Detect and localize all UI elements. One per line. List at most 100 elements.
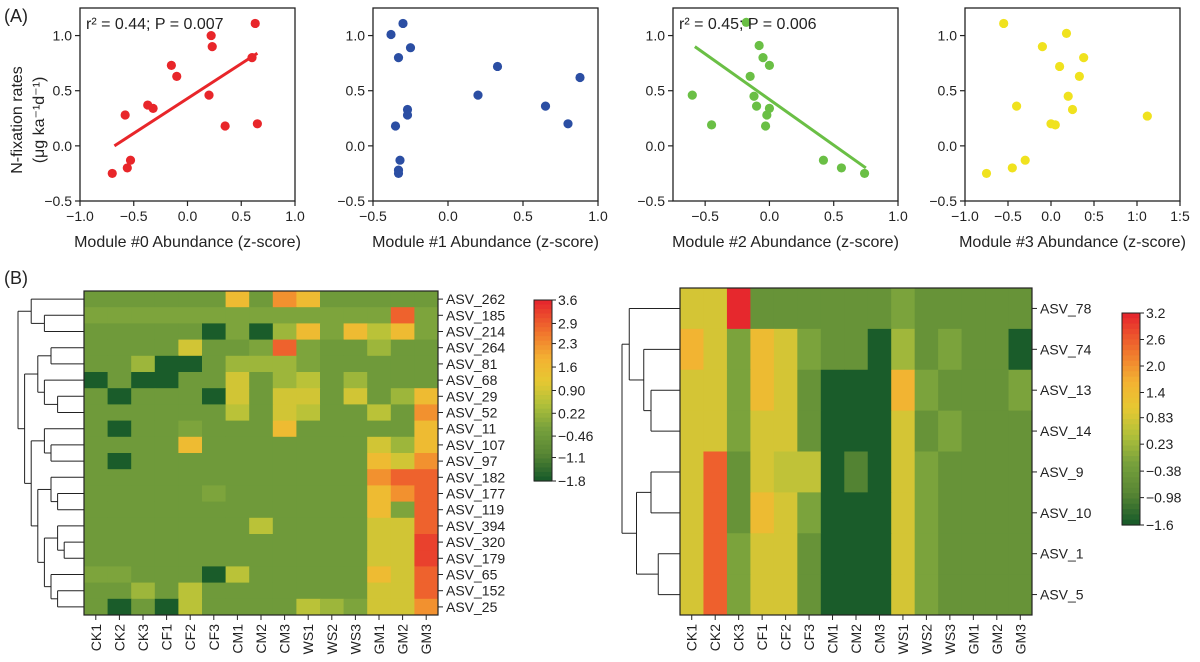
- x-tick-label: −0.5: [359, 208, 387, 224]
- heatmap-cell: [1008, 533, 1033, 575]
- heatmap-cell: [867, 574, 892, 616]
- data-point: [393, 168, 404, 179]
- heatmap-cell: [1008, 451, 1033, 493]
- legend-gradient-step: [1122, 408, 1140, 415]
- heatmap-cell: [343, 453, 368, 470]
- heatmap-cell: [726, 574, 751, 616]
- heatmap-cell: [296, 307, 321, 324]
- heatmap-cell: [773, 492, 798, 534]
- data-point: [1037, 42, 1047, 52]
- heatmap-cell: [773, 451, 798, 493]
- heatmap-cell: [414, 550, 439, 567]
- heatmap-cell: [844, 288, 869, 330]
- data-point: [1063, 91, 1073, 101]
- heatmap-cell: [225, 598, 250, 616]
- x-tick-label: 0.5: [232, 208, 252, 224]
- heatmap-cell: [367, 339, 392, 357]
- y-tick-label: −0.5: [44, 193, 72, 209]
- heatmap-cell: [343, 550, 368, 567]
- heatmap-cell: [390, 420, 415, 438]
- heatmap-cell: [891, 451, 916, 493]
- legend-gradient-step: [1122, 461, 1140, 468]
- legend-gradient-step: [1122, 328, 1140, 335]
- heatmap-cell: [726, 369, 751, 412]
- heatmap-cell: [367, 598, 392, 616]
- column-label: CF2: [182, 624, 198, 651]
- heatmap-cell: [961, 533, 986, 575]
- heatmap-cell: [178, 404, 203, 422]
- legend-label: −1.6: [1146, 517, 1174, 533]
- heatmap-cell: [320, 582, 345, 600]
- heatmap-cell: [296, 291, 321, 308]
- heatmap-cell: [320, 420, 345, 438]
- heatmap-cell: [867, 410, 892, 452]
- heatmap-cell: [367, 550, 392, 567]
- data-point: [473, 90, 483, 100]
- heatmap-cell: [84, 517, 109, 535]
- data-point: [395, 155, 405, 165]
- heatmap-cell: [296, 372, 321, 389]
- heatmap-cell: [726, 410, 751, 452]
- heatmap-cell: [202, 598, 227, 616]
- heatmap-cell: [272, 485, 297, 503]
- legend-label: 2.9: [558, 315, 578, 331]
- legend-gradient-step: [1122, 323, 1140, 330]
- heatmap-cell: [797, 492, 822, 534]
- heatmap-cell: [202, 550, 227, 567]
- heatmap-cell: [343, 323, 368, 341]
- heatmap-cell: [390, 566, 415, 584]
- heatmap-cell: [390, 469, 415, 486]
- heatmap-cell: [414, 339, 439, 357]
- y-tick-label: −0.5: [337, 193, 365, 209]
- heatmap-cell: [680, 574, 704, 616]
- heatmap-cell: [131, 534, 156, 551]
- heatmap-cell: [202, 534, 227, 551]
- heatmap-cell: [272, 307, 297, 324]
- legend-gradient-step: [534, 444, 552, 450]
- heatmap-cell: [272, 372, 297, 389]
- heatmap-cell: [390, 323, 415, 341]
- legend-gradient-step: [1122, 313, 1140, 319]
- heatmap-cell: [343, 582, 368, 600]
- x-tick-label: 0.0: [760, 208, 780, 224]
- data-point: [107, 168, 117, 179]
- x-tick-label: 0.0: [438, 208, 458, 224]
- column-label: CK1: [684, 624, 700, 651]
- data-point: [122, 163, 132, 173]
- heatmap-cell: [107, 469, 132, 486]
- row-label: ASV_14: [1040, 423, 1092, 439]
- heatmap-cell: [84, 501, 109, 519]
- heatmap-cell: [154, 453, 179, 470]
- legend-gradient-step: [1122, 403, 1140, 409]
- heatmap-cell: [914, 451, 939, 493]
- heatmap-cell: [703, 369, 728, 412]
- heatmap-cell: [320, 550, 345, 567]
- heatmap-cell: [820, 533, 845, 575]
- heatmap-cell: [225, 436, 250, 454]
- heatmap-cell: [296, 436, 321, 454]
- column-label: CM3: [871, 624, 887, 654]
- legend-gradient-step: [1122, 339, 1140, 346]
- heatmap-cell: [367, 388, 392, 405]
- heatmap-cell: [296, 355, 321, 373]
- heatmap-cell: [961, 492, 986, 534]
- legend-gradient-step: [534, 390, 552, 396]
- heatmap-cell: [961, 410, 986, 452]
- heatmap-cell: [296, 550, 321, 567]
- legend-gradient-step: [1122, 477, 1140, 484]
- legend-gradient-step: [534, 304, 552, 310]
- heatmap-cell: [225, 355, 250, 373]
- heatmap-cell: [107, 323, 132, 341]
- heatmap-cell: [797, 533, 822, 575]
- heatmap-cell: [131, 453, 156, 470]
- heatmap-cell: [178, 355, 203, 373]
- legend-gradient-step: [534, 385, 552, 392]
- column-label: CF2: [778, 624, 794, 651]
- heatmap-cell: [938, 328, 963, 371]
- legend-gradient-step: [534, 426, 552, 432]
- scatter-module3: −1.0 −0.5 0.0 0:5 1:0 1:5−0.50.00.51.0Module …: [929, 7, 1190, 251]
- heatmap-cell: [178, 534, 203, 551]
- legend-frame: [1121, 312, 1141, 526]
- heatmap-cell: [131, 550, 156, 567]
- legend-gradient-step: [534, 413, 552, 419]
